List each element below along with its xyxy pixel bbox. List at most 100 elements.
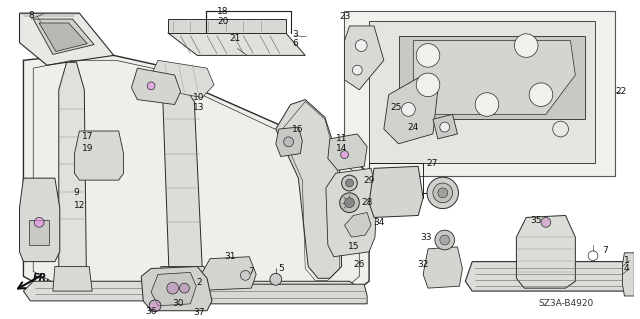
Circle shape	[427, 177, 458, 209]
Text: 14: 14	[336, 144, 348, 153]
Polygon shape	[344, 212, 371, 237]
Circle shape	[355, 40, 367, 51]
Text: 36: 36	[145, 307, 157, 316]
Text: 31: 31	[224, 252, 236, 261]
Polygon shape	[74, 131, 124, 180]
Text: 25: 25	[390, 103, 401, 112]
Polygon shape	[344, 11, 614, 176]
Circle shape	[340, 151, 348, 159]
Text: SZ3A-B4920: SZ3A-B4920	[538, 299, 593, 308]
Polygon shape	[163, 78, 202, 278]
Circle shape	[167, 282, 179, 294]
Polygon shape	[168, 19, 285, 33]
Polygon shape	[423, 247, 462, 288]
Circle shape	[34, 218, 44, 227]
Text: 34: 34	[373, 218, 385, 227]
Circle shape	[553, 121, 568, 137]
Circle shape	[433, 183, 452, 203]
Text: 35: 35	[531, 216, 542, 225]
Circle shape	[475, 93, 499, 116]
Text: 21: 21	[230, 34, 241, 43]
Text: 33: 33	[420, 233, 432, 241]
Text: 27: 27	[426, 159, 438, 168]
Text: 7: 7	[248, 267, 254, 276]
Polygon shape	[399, 36, 585, 119]
Text: 8: 8	[28, 11, 34, 20]
Polygon shape	[33, 19, 94, 55]
Circle shape	[180, 283, 189, 293]
Polygon shape	[200, 257, 256, 290]
Text: 5: 5	[278, 264, 284, 273]
Bar	[29, 220, 49, 245]
Circle shape	[515, 34, 538, 57]
Text: 10: 10	[193, 93, 204, 102]
Text: 16: 16	[292, 124, 303, 134]
Text: 20: 20	[217, 17, 228, 26]
Text: 6: 6	[292, 39, 298, 48]
Text: 28: 28	[362, 198, 373, 207]
Polygon shape	[328, 134, 367, 170]
Circle shape	[344, 198, 355, 208]
Text: 12: 12	[74, 201, 85, 210]
Polygon shape	[433, 114, 458, 139]
Polygon shape	[344, 26, 384, 90]
Circle shape	[342, 175, 357, 191]
Text: 19: 19	[81, 144, 93, 153]
Circle shape	[401, 102, 415, 116]
Text: 15: 15	[348, 242, 359, 251]
Circle shape	[416, 44, 440, 67]
Text: 11: 11	[336, 134, 348, 143]
Circle shape	[284, 137, 294, 147]
Circle shape	[440, 235, 450, 245]
Text: 9: 9	[74, 189, 79, 197]
Text: 2: 2	[196, 278, 202, 287]
Polygon shape	[516, 215, 575, 288]
Polygon shape	[131, 68, 180, 105]
Circle shape	[340, 193, 359, 212]
Circle shape	[529, 83, 553, 107]
Circle shape	[438, 188, 447, 198]
Polygon shape	[53, 267, 92, 291]
Text: 17: 17	[81, 132, 93, 141]
Polygon shape	[19, 178, 60, 262]
Circle shape	[440, 122, 450, 132]
Polygon shape	[465, 262, 629, 291]
Polygon shape	[413, 41, 575, 114]
Circle shape	[149, 300, 161, 312]
Polygon shape	[276, 127, 302, 157]
Circle shape	[241, 271, 250, 280]
Polygon shape	[276, 100, 342, 278]
Text: 7: 7	[602, 246, 607, 255]
Text: 32: 32	[417, 260, 429, 269]
Text: 23: 23	[340, 11, 351, 21]
Polygon shape	[24, 56, 369, 296]
Polygon shape	[151, 272, 196, 306]
Polygon shape	[369, 167, 423, 218]
Polygon shape	[151, 60, 214, 98]
Text: 24: 24	[408, 122, 419, 131]
Circle shape	[353, 65, 362, 75]
Polygon shape	[384, 75, 438, 144]
Text: 22: 22	[615, 87, 626, 96]
Circle shape	[346, 179, 353, 187]
Polygon shape	[326, 168, 377, 257]
Circle shape	[416, 73, 440, 97]
Polygon shape	[369, 21, 595, 163]
Text: 3: 3	[292, 30, 298, 39]
Text: 30: 30	[172, 299, 183, 308]
Polygon shape	[623, 253, 634, 296]
Text: 26: 26	[353, 260, 365, 269]
Polygon shape	[178, 284, 367, 304]
Polygon shape	[168, 33, 305, 56]
Polygon shape	[19, 13, 114, 65]
Text: FR.: FR.	[33, 273, 51, 283]
Text: 13: 13	[193, 103, 204, 112]
Text: 18: 18	[217, 7, 228, 16]
Circle shape	[435, 230, 454, 250]
Text: 4: 4	[623, 264, 629, 273]
Polygon shape	[159, 267, 207, 291]
Polygon shape	[24, 281, 364, 301]
Polygon shape	[39, 23, 87, 51]
Text: 1: 1	[623, 256, 629, 265]
Polygon shape	[59, 62, 86, 276]
